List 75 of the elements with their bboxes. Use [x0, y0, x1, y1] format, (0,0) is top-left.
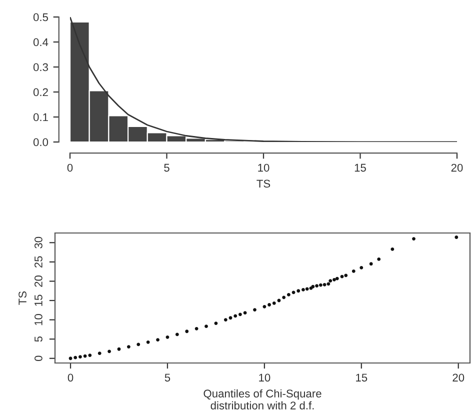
y-tick-label: 0 [34, 356, 42, 362]
point [146, 340, 150, 344]
point [126, 345, 130, 348]
x-tick-label: 10 [259, 374, 270, 382]
point [253, 308, 256, 312]
point [369, 262, 373, 266]
point [326, 282, 330, 286]
y-tick-label: 0.5 [33, 13, 48, 22]
point [332, 278, 336, 282]
y-tick-label: 0.3 [33, 63, 48, 72]
x-tick-label: 15 [354, 164, 366, 172]
y-tick-label: 20 [34, 275, 42, 287]
point [74, 356, 78, 360]
point [282, 296, 286, 300]
x-axis-title: Quantiles of Chi-Square distribution with 2 d.f. [204, 389, 322, 410]
point [234, 314, 238, 318]
x-axis-title: TS [256, 180, 270, 188]
point [322, 282, 326, 286]
point [214, 322, 218, 325]
point [88, 354, 92, 357]
point [296, 289, 300, 293]
y-tick-label: 0.4 [33, 38, 48, 46]
point [83, 354, 87, 358]
point [166, 335, 170, 339]
x-tick-label: 20 [451, 164, 463, 172]
point [352, 269, 356, 273]
point [412, 237, 416, 240]
point [185, 330, 189, 334]
point [156, 338, 160, 342]
x-tick-label: 0 [68, 374, 74, 382]
point [136, 342, 140, 346]
point [98, 352, 102, 356]
y-tick-label: 15 [34, 294, 42, 306]
x-tick-label: 0 [67, 164, 73, 172]
point [117, 347, 121, 351]
x-tick-label: 5 [164, 164, 170, 172]
y-axis-title: TS [18, 291, 26, 305]
point [302, 288, 305, 292]
y-tick-label: 5 [34, 336, 42, 342]
point [204, 324, 208, 328]
y-tick-label: 25 [34, 256, 42, 268]
y-tick-label: 10 [34, 314, 42, 326]
point [272, 302, 276, 305]
point [194, 326, 198, 330]
point [360, 266, 364, 270]
y-tick-label: 0.2 [33, 88, 48, 96]
x-tick-label: 15 [356, 374, 368, 382]
point [318, 283, 322, 287]
point [228, 316, 232, 320]
point [268, 303, 271, 306]
point [344, 274, 348, 278]
point [292, 290, 296, 294]
point [243, 311, 247, 315]
point [305, 287, 309, 291]
point [262, 304, 266, 308]
y-tick-label: 0.1 [33, 113, 48, 122]
point [238, 312, 242, 316]
y-tick-label: 0.0 [33, 138, 48, 146]
point [328, 279, 332, 283]
x-tick-label: 20 [452, 374, 464, 382]
x-tick-label: 10 [258, 164, 270, 172]
x-tick-label: 5 [164, 374, 170, 382]
point [335, 276, 339, 280]
point [454, 236, 458, 239]
point [377, 258, 381, 261]
y-tick-label: 30 [34, 236, 42, 248]
line-series [70, 17, 457, 142]
point [78, 355, 82, 359]
point [224, 318, 228, 322]
point [286, 293, 290, 296]
point [175, 332, 179, 336]
point [315, 284, 318, 288]
point [108, 350, 111, 354]
point [390, 248, 394, 251]
point [68, 356, 72, 360]
